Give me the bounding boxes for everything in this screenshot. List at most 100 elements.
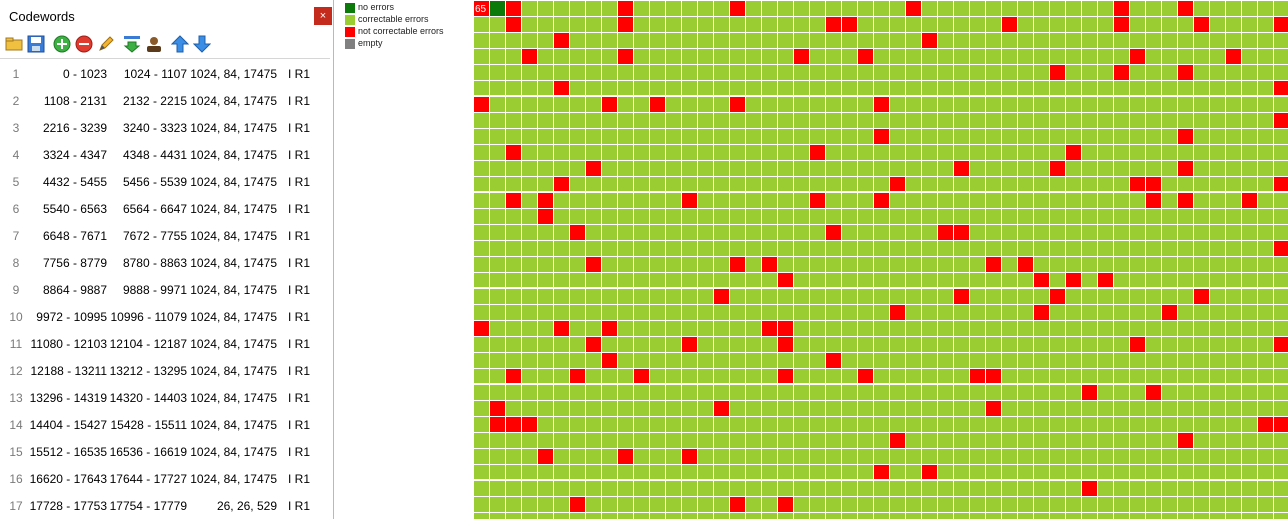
grid-cell-correctable[interactable] — [682, 1, 697, 16]
grid-cell-correctable[interactable] — [554, 257, 569, 272]
grid-cell-correctable[interactable] — [1242, 97, 1257, 112]
grid-cell-correctable[interactable] — [794, 289, 809, 304]
grid-cell-correctable[interactable] — [1258, 49, 1273, 64]
grid-cell-correctable[interactable] — [1082, 353, 1097, 368]
grid-cell-correctable[interactable] — [890, 417, 905, 432]
grid-cell-correctable[interactable] — [714, 369, 729, 383]
grid-cell-correctable[interactable] — [794, 385, 809, 400]
grid-cell-correctable[interactable] — [1226, 353, 1241, 368]
grid-cell-correctable[interactable] — [842, 209, 857, 224]
grid-cell-correctable[interactable] — [938, 193, 953, 208]
grid-cell-correctable[interactable] — [746, 161, 761, 176]
grid-cell-correctable[interactable] — [1194, 113, 1209, 128]
grid-cell-correctable[interactable] — [1066, 113, 1081, 128]
grid-cell-correctable[interactable] — [682, 353, 697, 368]
grid-cell-correctable[interactable] — [778, 241, 793, 256]
grid-cell-correctable[interactable] — [1114, 305, 1129, 320]
grid-cell-correctable[interactable] — [810, 1, 825, 16]
grid-cell-correctable[interactable] — [954, 353, 969, 368]
grid-cell-correctable[interactable] — [842, 177, 857, 191]
grid-cell-correctable[interactable] — [906, 49, 921, 64]
grid-cell-correctable[interactable] — [1098, 17, 1113, 32]
grid-cell-not-correctable[interactable] — [890, 177, 905, 191]
remove-icon[interactable] — [75, 35, 93, 53]
grid-cell-correctable[interactable] — [1226, 33, 1241, 48]
grid-cell-not-correctable[interactable] — [1050, 161, 1065, 176]
grid-cell-correctable[interactable] — [986, 81, 1001, 95]
list-item[interactable]: 10 9972 - 10995 10996 - 11079 1024, 84, 174… — [0, 303, 330, 330]
grid-cell-correctable[interactable] — [522, 113, 537, 128]
grid-cell-correctable[interactable] — [842, 65, 857, 80]
open-folder-icon[interactable] — [5, 35, 23, 53]
grid-cell-correctable[interactable] — [650, 417, 665, 432]
grid-cell-correctable[interactable] — [490, 273, 505, 287]
grid-cell-correctable[interactable] — [746, 417, 761, 432]
grid-cell-not-correctable[interactable] — [1114, 1, 1129, 16]
grid-cell-correctable[interactable] — [1226, 305, 1241, 320]
grid-cell-correctable[interactable] — [682, 81, 697, 95]
grid-cell-correctable[interactable] — [650, 65, 665, 80]
grid-cell-correctable[interactable] — [1194, 145, 1209, 160]
grid-cell-correctable[interactable] — [506, 273, 521, 287]
grid-cell-not-correctable[interactable] — [506, 1, 521, 16]
grid-cell-correctable[interactable] — [810, 369, 825, 383]
grid-cell-correctable[interactable] — [538, 113, 553, 128]
grid-cell-correctable[interactable] — [666, 273, 681, 287]
grid-cell-correctable[interactable] — [730, 129, 745, 144]
grid-cell-correctable[interactable] — [970, 33, 985, 48]
grid-cell-correctable[interactable] — [1210, 97, 1225, 112]
grid-cell-correctable[interactable] — [730, 305, 745, 320]
grid-cell-not-correctable[interactable] — [874, 193, 889, 208]
grid-cell-correctable[interactable] — [890, 481, 905, 496]
grid-cell-correctable[interactable] — [650, 465, 665, 479]
grid-cell-correctable[interactable] — [986, 49, 1001, 64]
grid-cell-correctable[interactable] — [778, 257, 793, 272]
grid-cell-correctable[interactable] — [778, 161, 793, 176]
grid-cell-correctable[interactable] — [938, 305, 953, 320]
grid-cell-correctable[interactable] — [1034, 129, 1049, 144]
grid-cell-correctable[interactable] — [490, 305, 505, 320]
grid-cell-correctable[interactable] — [1130, 113, 1145, 128]
grid-cell-correctable[interactable] — [1210, 273, 1225, 287]
grid-cell-correctable[interactable] — [474, 369, 489, 383]
grid-cell-correctable[interactable] — [714, 449, 729, 464]
grid-cell-correctable[interactable] — [1258, 305, 1273, 320]
grid-cell-correctable[interactable] — [1018, 289, 1033, 304]
grid-cell-not-correctable[interactable] — [730, 497, 745, 512]
grid-cell-correctable[interactable] — [730, 433, 745, 448]
grid-cell-correctable[interactable] — [1050, 417, 1065, 432]
grid-cell-correctable[interactable] — [1098, 257, 1113, 272]
grid-cell-correctable[interactable] — [1258, 65, 1273, 80]
grid-cell-correctable[interactable] — [570, 289, 585, 304]
grid-cell-correctable[interactable] — [1162, 49, 1177, 64]
grid-cell-correctable[interactable] — [1162, 321, 1177, 336]
grid-cell-correctable[interactable] — [938, 465, 953, 479]
grid-cell-correctable[interactable] — [682, 497, 697, 512]
grid-cell-correctable[interactable] — [826, 305, 841, 320]
grid-cell-correctable[interactable] — [986, 305, 1001, 320]
grid-cell-correctable[interactable] — [1242, 433, 1257, 448]
grid-cell-correctable[interactable] — [1178, 49, 1193, 64]
grid-cell-correctable[interactable] — [1002, 97, 1017, 112]
grid-cell-correctable[interactable] — [762, 17, 777, 32]
grid-cell-correctable[interactable] — [1050, 33, 1065, 48]
grid-cell-correctable[interactable] — [1114, 209, 1129, 224]
grid-cell-correctable[interactable] — [1082, 225, 1097, 240]
grid-cell-correctable[interactable] — [554, 385, 569, 400]
grid-cell-correctable[interactable] — [810, 321, 825, 336]
grid-cell-not-correctable[interactable] — [714, 289, 729, 304]
grid-cell-correctable[interactable] — [1146, 465, 1161, 479]
grid-cell-correctable[interactable] — [746, 145, 761, 160]
grid-cell-correctable[interactable] — [666, 65, 681, 80]
grid-cell-correctable[interactable] — [522, 513, 537, 519]
grid-cell-correctable[interactable] — [1098, 97, 1113, 112]
grid-cell-correctable[interactable] — [890, 449, 905, 464]
grid-cell-correctable[interactable] — [1002, 49, 1017, 64]
grid-cell-not-correctable[interactable] — [826, 225, 841, 240]
grid-cell-not-correctable[interactable] — [602, 353, 617, 368]
grid-cell-correctable[interactable] — [1034, 209, 1049, 224]
grid-cell-correctable[interactable] — [1066, 65, 1081, 80]
grid-cell-not-correctable[interactable] — [874, 97, 889, 112]
grid-cell-correctable[interactable] — [650, 17, 665, 32]
grid-cell-correctable[interactable] — [874, 369, 889, 383]
